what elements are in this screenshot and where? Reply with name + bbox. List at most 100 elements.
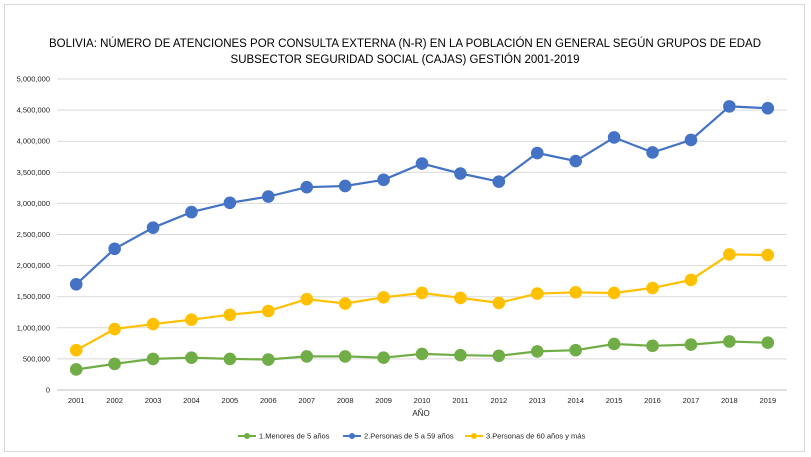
x-tick-label: 2010 [414, 396, 431, 405]
data-point [300, 292, 314, 306]
y-tick-label: 500,000 [23, 354, 50, 363]
data-point [377, 291, 390, 304]
data-point [454, 291, 467, 305]
x-tick-label: 2016 [644, 396, 661, 405]
legend-swatch-marker [349, 433, 355, 439]
data-point [761, 101, 775, 115]
data-point [338, 297, 352, 310]
gridlines [57, 78, 787, 391]
data-point [108, 357, 121, 371]
y-axis-tick-labels: 0 500,000 1,000,000 1,500,000 2,000,000 2,500… [17, 75, 50, 395]
data-point [185, 205, 198, 219]
x-tick-label: 2009 [375, 396, 392, 405]
x-tick-label: 2004 [183, 396, 200, 405]
y-tick-label: 2,000,000 [17, 261, 50, 270]
data-point [723, 100, 736, 113]
legend-label: 3.Personas de 60 años y más [486, 432, 585, 441]
x-axis-title: AÑO [412, 409, 429, 418]
legend-swatch-marker [244, 433, 250, 439]
data-point [415, 286, 429, 300]
data-point [492, 349, 506, 363]
data-point [300, 350, 314, 363]
y-tick-label: 1,500,000 [17, 292, 50, 301]
x-tick-label: 2001 [68, 396, 85, 405]
data-point [108, 242, 121, 256]
data-point [646, 281, 659, 295]
y-tick-label: 1,000,000 [17, 323, 50, 332]
data-point [262, 353, 275, 366]
data-point [262, 304, 275, 318]
series-group [69, 100, 775, 376]
data-point [146, 221, 160, 234]
data-point [185, 313, 198, 327]
data-point [723, 335, 736, 348]
chart-title-line-2: SUBSECTOR SEGURIDAD SOCIAL (CAJAS) GESTI… [231, 53, 580, 66]
data-point [569, 154, 582, 168]
data-point [223, 196, 237, 210]
legend-item-2: 2.Personas de 5 a 59 años [343, 432, 454, 441]
data-point [569, 286, 582, 299]
legend-label: 2.Personas de 5 a 59 años [364, 432, 454, 441]
x-tick-label: 2017 [683, 396, 700, 405]
legend-swatch-marker [471, 433, 477, 439]
x-tick-label: 2003 [145, 396, 162, 405]
data-point [569, 343, 582, 357]
x-tick-label: 2013 [529, 396, 546, 405]
data-point [454, 348, 467, 362]
data-point [338, 179, 352, 193]
data-point [108, 322, 121, 336]
data-point [492, 175, 506, 188]
data-point [69, 277, 83, 291]
data-point [684, 133, 698, 147]
data-point [646, 339, 659, 353]
x-tick-label: 2014 [567, 396, 584, 405]
x-tick-label: 2005 [222, 396, 239, 405]
y-tick-label: 2,500,000 [17, 230, 50, 239]
y-tick-label: 3,500,000 [17, 168, 50, 177]
data-point [454, 167, 467, 180]
legend-item-3: 3.Personas de 60 años y más [465, 432, 585, 441]
series-line [75, 253, 768, 352]
y-tick-label: 4,500,000 [17, 106, 50, 115]
data-point [761, 248, 775, 262]
x-tick-label: 2007 [298, 396, 315, 405]
x-tick-label: 2002 [106, 396, 123, 405]
data-point [415, 347, 429, 361]
data-point [223, 352, 237, 366]
x-tick-label: 2011 [452, 396, 468, 405]
data-point [761, 336, 775, 350]
series-3 [69, 248, 775, 357]
data-point [223, 308, 237, 322]
y-tick-label: 0 [46, 386, 50, 395]
data-point [69, 343, 83, 357]
data-point [146, 317, 160, 331]
data-point [415, 157, 429, 170]
series-line [75, 105, 768, 286]
legend-label: 1.Menores de 5 años [259, 432, 330, 441]
data-point [262, 190, 275, 203]
data-point [530, 146, 544, 160]
data-point [646, 146, 659, 159]
y-tick-label: 5,000,000 [17, 75, 50, 84]
x-tick-label: 2012 [490, 396, 507, 405]
y-tick-label: 3,000,000 [17, 199, 50, 208]
legend-item-1: 1.Menores de 5 años [238, 432, 330, 441]
x-axis-tick-labels: 2001 2002 2003 2004 2005 2006 2007 2008 2009 2010… [68, 396, 776, 405]
data-point [377, 173, 390, 187]
data-point [338, 350, 352, 363]
data-point [530, 287, 544, 300]
data-point [300, 180, 314, 194]
data-point [607, 131, 621, 144]
x-tick-label: 2015 [606, 396, 623, 405]
chart-title-line-1: BOLIVIA: NÚMERO DE ATENCIONES POR CONSUL… [49, 37, 761, 50]
data-point [684, 338, 698, 351]
data-point [530, 345, 544, 358]
series-1 [69, 335, 775, 376]
x-tick-label: 2006 [260, 396, 277, 405]
y-tick-label: 4,000,000 [17, 137, 50, 146]
x-tick-label: 2008 [337, 396, 354, 405]
legend: 1.Menores de 5 años 2.Personas de 5 a 59 … [238, 432, 585, 441]
series-2 [69, 100, 775, 291]
data-point [492, 296, 506, 310]
data-point [185, 351, 198, 364]
